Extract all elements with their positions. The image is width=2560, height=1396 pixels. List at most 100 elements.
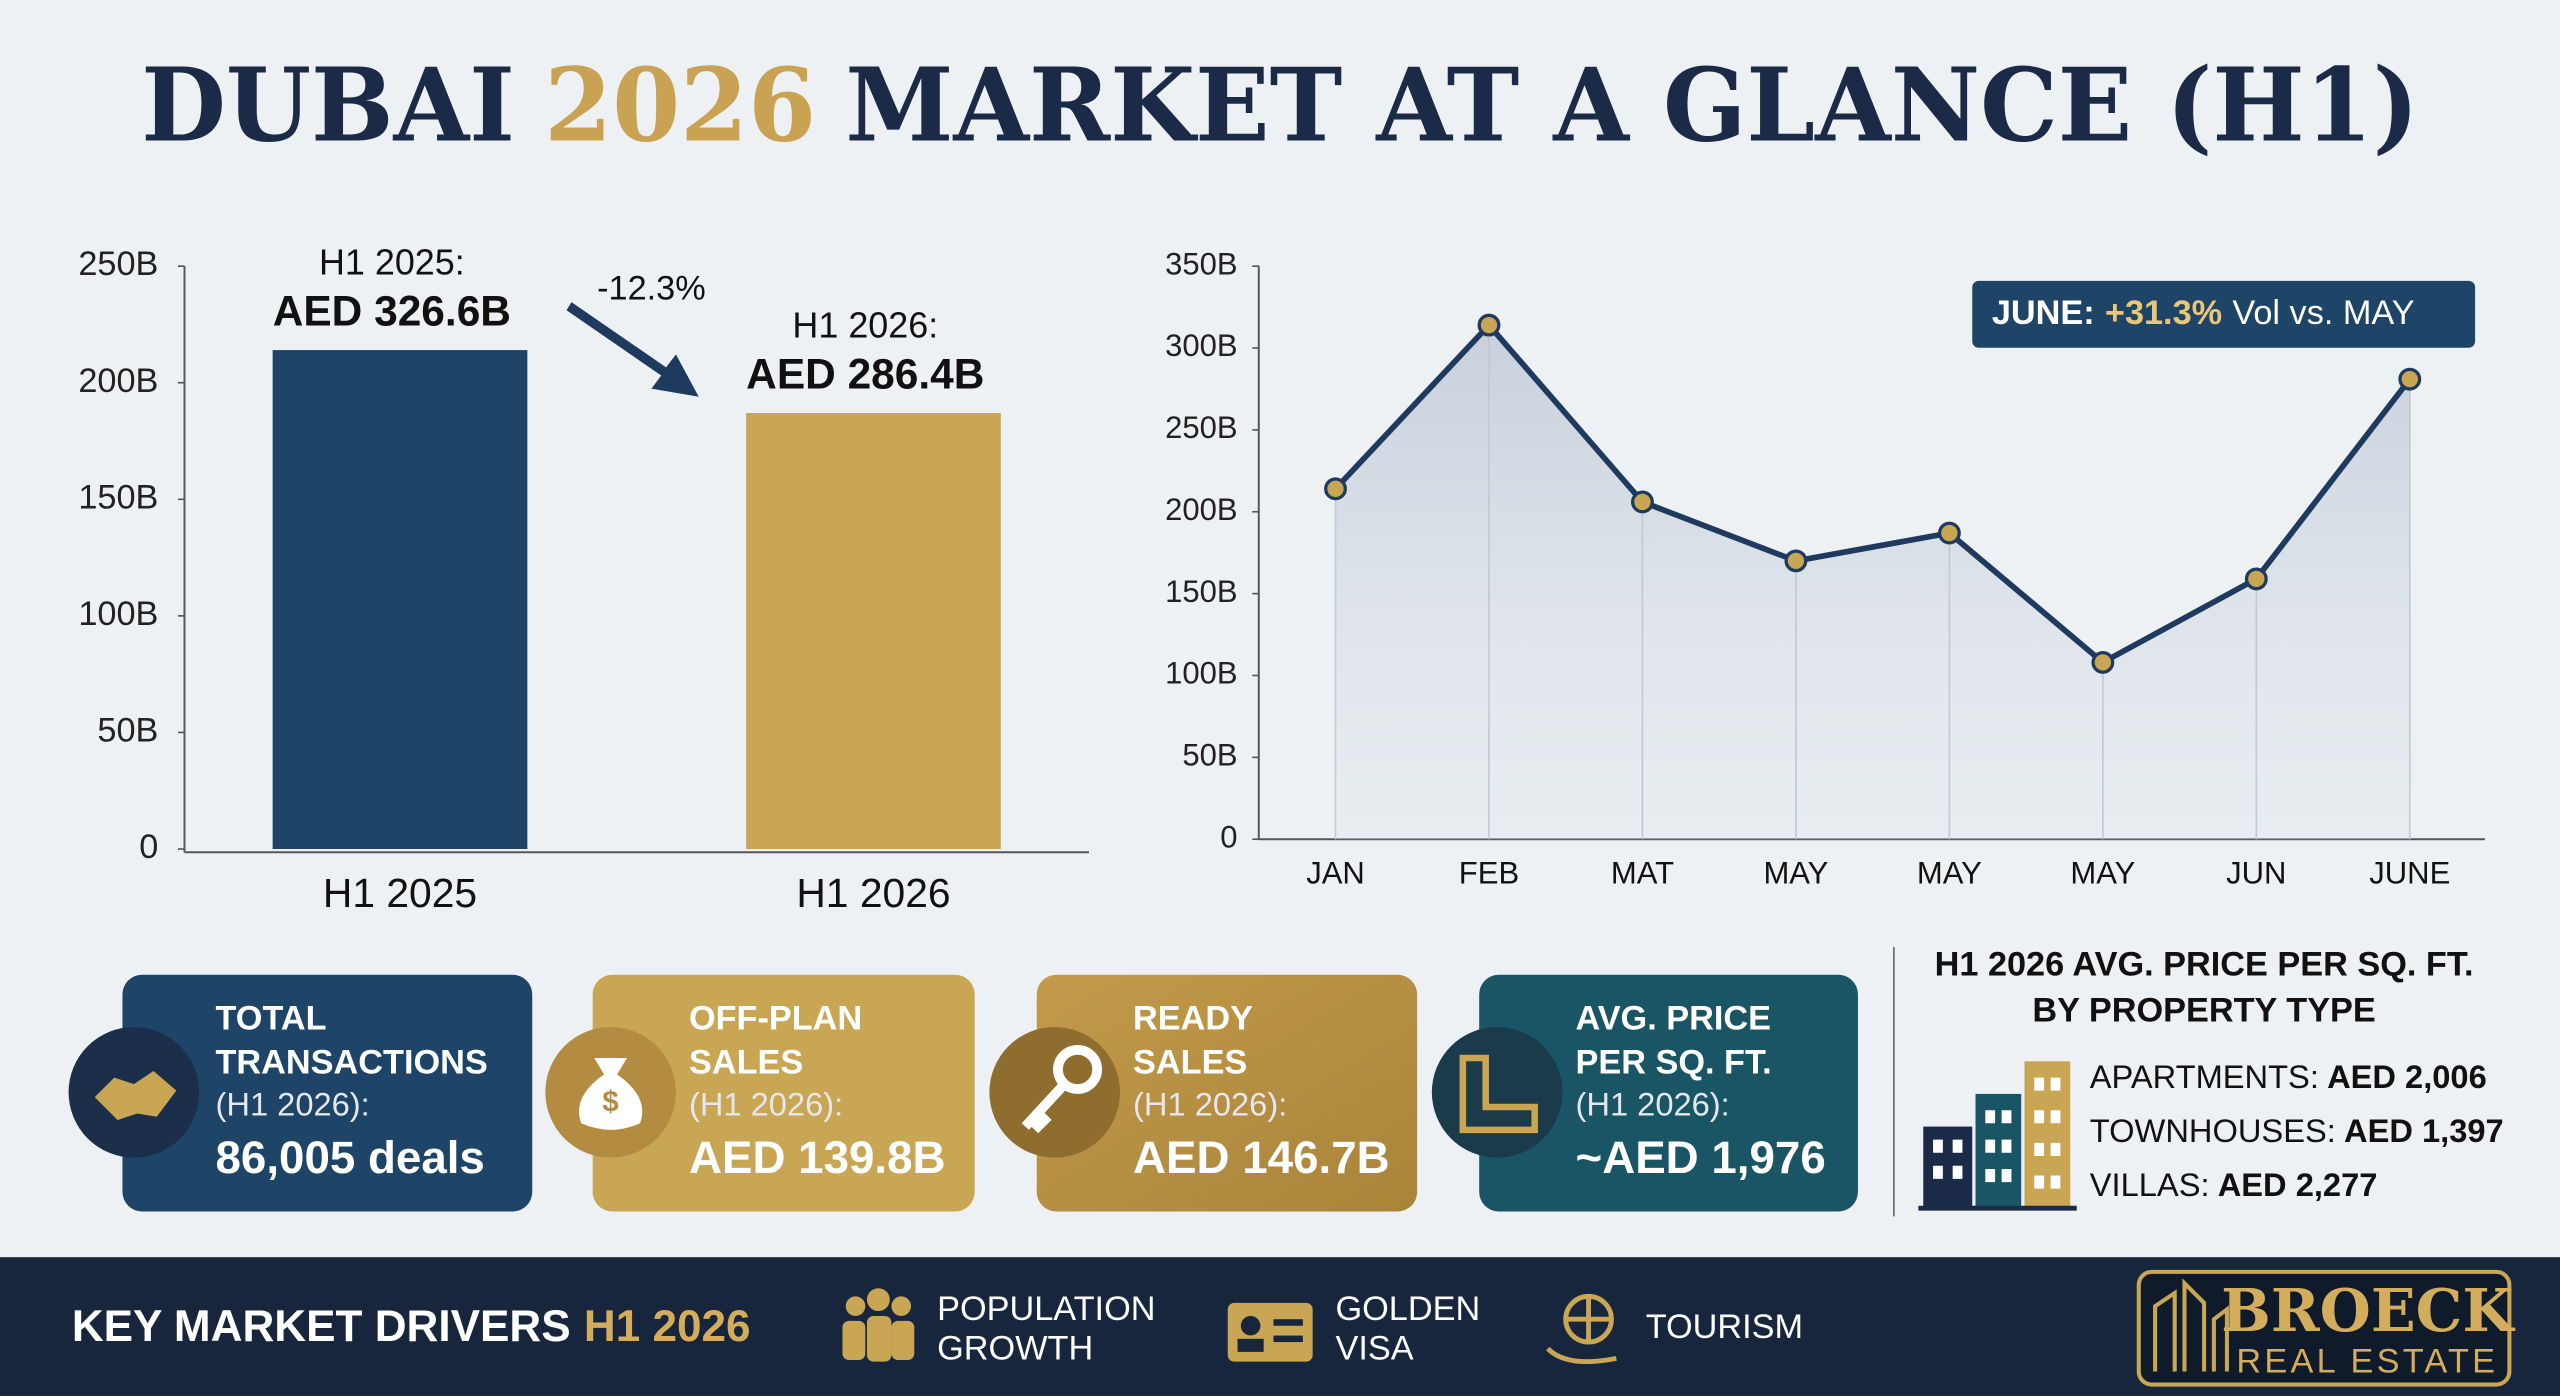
logo-mark bbox=[2153, 1278, 2229, 1372]
tourism-icon bbox=[1546, 1293, 1617, 1365]
price-item: VILLAS: AED 2,277 bbox=[2090, 1166, 2378, 1203]
card-title: SALES bbox=[1133, 1044, 1247, 1082]
logo-box bbox=[2136, 1269, 2512, 1387]
price-value: AED 2,006 bbox=[2327, 1058, 2487, 1095]
card-title: READY bbox=[1133, 1000, 1253, 1038]
bar bbox=[272, 350, 528, 850]
x-tick-label: JAN bbox=[1306, 855, 1365, 890]
annotation-value: AED 326.6B bbox=[273, 287, 511, 334]
y-tick-label: 0 bbox=[1220, 819, 1237, 854]
card-period: (H1 2026): bbox=[216, 1086, 370, 1123]
callout-part: +31.3% bbox=[2105, 294, 2222, 332]
card-icon bbox=[1431, 1026, 1563, 1158]
change-arrow bbox=[566, 302, 699, 397]
card-title: TRANSACTIONS bbox=[216, 1044, 488, 1082]
annotation-label: H1 2025: bbox=[319, 242, 465, 283]
y-tick-label: 200B bbox=[78, 362, 158, 400]
x-tick-label: MAY bbox=[1763, 855, 1828, 890]
callout-box bbox=[1972, 280, 2476, 348]
ruler-icon bbox=[1459, 1054, 1538, 1134]
stat-card bbox=[592, 974, 975, 1212]
marker bbox=[2091, 650, 2115, 674]
x-tick-label: JUNE bbox=[2369, 855, 2450, 890]
key-icon bbox=[1053, 1044, 1103, 1094]
line bbox=[1333, 322, 2413, 666]
driver-label: POPULATION bbox=[937, 1290, 1155, 1328]
y-tick-label: 0 bbox=[139, 828, 158, 866]
marker bbox=[1784, 549, 1808, 573]
y-tick-label: 250B bbox=[78, 245, 158, 283]
population-icon bbox=[842, 1288, 915, 1362]
footer-heading: KEY MARKET DRIVERS H1 2026 bbox=[72, 1302, 751, 1351]
price-item: APARTMENTS: AED 2,006 bbox=[2090, 1058, 2487, 1095]
driver-label: GROWTH bbox=[937, 1329, 1093, 1367]
title-part: MARKET AT A GLANCE (H1) bbox=[845, 46, 2418, 165]
price-value: AED 2,277 bbox=[2218, 1166, 2378, 1203]
price-value: AED 1,397 bbox=[2344, 1112, 2504, 1149]
card-period: (H1 2026): bbox=[689, 1086, 843, 1123]
card-value: AED 139.8B bbox=[689, 1132, 946, 1183]
title-part: 2026 bbox=[544, 46, 816, 165]
marker bbox=[1937, 521, 1961, 545]
area bbox=[1335, 325, 2410, 840]
title-part: DUBAI bbox=[141, 46, 515, 165]
x-tick-label: MAY bbox=[1917, 855, 1982, 890]
callout-part: Vol vs. MAY bbox=[2232, 294, 2414, 332]
y-tick-label: 300B bbox=[1165, 328, 1237, 363]
card-title: TOTAL bbox=[216, 1000, 327, 1038]
bar bbox=[746, 413, 1001, 850]
y-tick-label: 150B bbox=[1165, 574, 1237, 609]
visa-icon bbox=[1227, 1302, 1313, 1362]
card-title: PER SQ. FT. bbox=[1576, 1044, 1772, 1082]
dollar-sign: $ bbox=[602, 1085, 618, 1118]
x-tick-label: JUN bbox=[2226, 855, 2286, 890]
card-value: 86,005 deals bbox=[216, 1132, 485, 1183]
card-value: ~AED 1,976 bbox=[1576, 1132, 1826, 1183]
key-icon bbox=[1021, 1080, 1069, 1134]
marker bbox=[1324, 477, 1347, 501]
marker bbox=[2398, 367, 2422, 391]
money-bag-icon bbox=[578, 1058, 643, 1130]
panel-title: H1 2026 AVG. PRICE PER SQ. FT. bbox=[1935, 946, 2474, 984]
x-tick-label: FEB bbox=[1459, 855, 1519, 890]
footer-period: H1 2026 bbox=[584, 1302, 751, 1351]
card-period: (H1 2026): bbox=[1576, 1086, 1730, 1123]
y-tick-label: 350B bbox=[1165, 246, 1237, 281]
buildings-icon bbox=[1918, 1061, 2077, 1211]
driver-label: GOLDEN bbox=[1336, 1290, 1481, 1328]
annotation-value: AED 286.4B bbox=[746, 350, 984, 397]
stat-card bbox=[122, 974, 533, 1212]
panel-title: BY PROPERTY TYPE bbox=[2032, 991, 2375, 1029]
card-period: (H1 2026): bbox=[1133, 1086, 1287, 1123]
card-title: OFF-PLAN bbox=[689, 1000, 862, 1038]
handshake-icon bbox=[94, 1071, 177, 1121]
callout-text: JUNE: +31.3% Vol vs. MAY bbox=[1992, 294, 2415, 332]
y-tick-label: 250B bbox=[1165, 410, 1237, 445]
y-tick-label: 100B bbox=[78, 595, 158, 633]
card-title: SALES bbox=[689, 1044, 803, 1082]
marker bbox=[1477, 313, 1501, 337]
annotation-label: H1 2026: bbox=[792, 305, 938, 346]
x-tick-label: H1 2025 bbox=[323, 870, 477, 916]
callout-part: JUNE: bbox=[1992, 294, 2095, 332]
stat-card bbox=[1036, 974, 1418, 1212]
footer-heading-text: KEY MARKET DRIVERS bbox=[72, 1302, 571, 1351]
logo-tagline: REAL ESTATE bbox=[2236, 1342, 2498, 1380]
change-label: -12.3% bbox=[597, 270, 706, 308]
y-tick-label: 150B bbox=[78, 478, 158, 516]
y-tick-label: 200B bbox=[1165, 492, 1237, 527]
x-tick-label: MAT bbox=[1611, 855, 1674, 890]
y-tick-label: 50B bbox=[97, 712, 158, 750]
y-tick-label: 100B bbox=[1165, 656, 1237, 691]
marker bbox=[1631, 490, 1654, 514]
y-tick-label: 50B bbox=[1182, 738, 1237, 773]
price-label: TOWNHOUSES: bbox=[2090, 1112, 2336, 1149]
price-item: TOWNHOUSES: AED 1,397 bbox=[2090, 1112, 2504, 1149]
x-tick-label: MAY bbox=[2070, 855, 2135, 890]
driver-label: TOURISM bbox=[1646, 1308, 1803, 1346]
price-label: APARTMENTS: bbox=[2090, 1058, 2319, 1095]
driver-label: VISA bbox=[1336, 1329, 1414, 1367]
marker bbox=[2244, 567, 2268, 591]
